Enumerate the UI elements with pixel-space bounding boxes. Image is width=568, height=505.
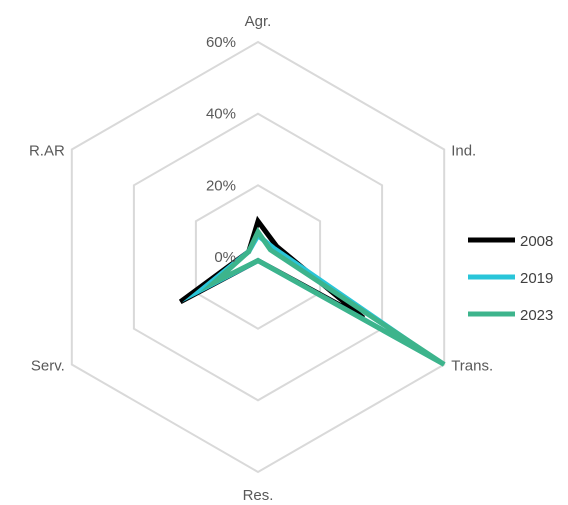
category-label: Trans. — [451, 358, 493, 375]
series-layer — [178, 215, 446, 367]
grid-ring-3 — [70, 40, 446, 474]
grid-ring-1 — [194, 184, 322, 330]
category-label: Serv. — [31, 358, 65, 375]
category-label: R.AR — [29, 143, 65, 160]
legend-label-2019: 2019 — [520, 270, 553, 287]
series-line-2023 — [199, 226, 446, 367]
category-label: Agr. — [245, 13, 272, 30]
radar-grid — [70, 40, 446, 474]
radial-tick-labels: 0% 20% 40% 60% — [206, 34, 236, 266]
category-labels: Agr. Ind. Trans. Res. Serv. R.AR — [29, 13, 493, 504]
radial-tick-label: 60% — [206, 34, 236, 51]
legend-label-2008: 2008 — [520, 233, 553, 250]
radial-tick-label: 20% — [206, 177, 236, 194]
radial-tick-label: 40% — [206, 106, 236, 123]
radial-tick-label: 0% — [214, 249, 236, 266]
grid-ring-2 — [132, 112, 384, 402]
category-label: Res. — [243, 487, 274, 504]
legend-label-2023: 2023 — [520, 307, 553, 324]
category-label: Ind. — [451, 143, 476, 160]
legend: 2008 2019 2023 — [468, 233, 553, 324]
